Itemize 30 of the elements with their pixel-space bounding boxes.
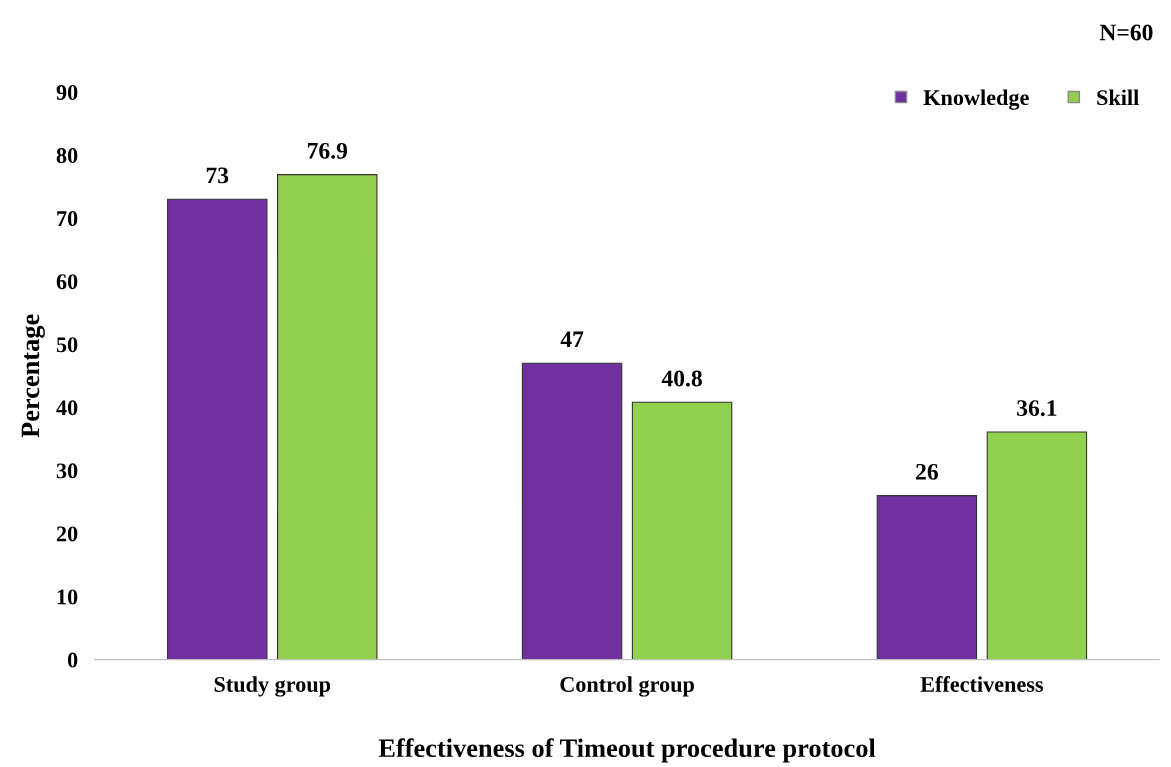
x-tick-label: Effectiveness — [920, 676, 1044, 692]
text: N=60 — [1099, 24, 1153, 41]
data-label: 26 — [916, 463, 938, 480]
y-tick-label: 0 — [67, 652, 78, 668]
bar — [521, 362, 623, 660]
x-axis-title: Effectiveness of Timeout procedure protocol — [378, 738, 876, 763]
x-tick-label: Study group — [214, 676, 331, 697]
legend-label: Knowledge — [923, 89, 1029, 110]
bar — [277, 174, 378, 660]
data-label: 36.1 — [1017, 400, 1057, 417]
y-tick-label: 90 — [56, 84, 78, 100]
legend-label: Skill — [1097, 89, 1139, 106]
y-tick-label: 40 — [56, 400, 78, 416]
y-tick-label: 20 — [56, 526, 78, 542]
y-tick-label: 50 — [56, 337, 78, 353]
bar — [631, 401, 733, 660]
y-tick-label: 10 — [57, 589, 78, 605]
x-tick-label: Control group — [560, 676, 694, 697]
data-label: 47 — [560, 331, 584, 348]
bar — [167, 198, 268, 660]
data-label: 73 — [206, 167, 229, 184]
bar — [986, 431, 1088, 660]
y-axis-title: Percentage — [21, 314, 45, 438]
y-tick-label: 30 — [56, 463, 78, 479]
y-tick-label: 70 — [57, 211, 78, 227]
data-label: 76.9 — [307, 142, 348, 159]
y-tick-label: 60 — [56, 274, 78, 290]
y-tick-label: 80 — [56, 148, 78, 164]
bar — [876, 495, 978, 660]
data-label: 40.8 — [661, 370, 702, 387]
